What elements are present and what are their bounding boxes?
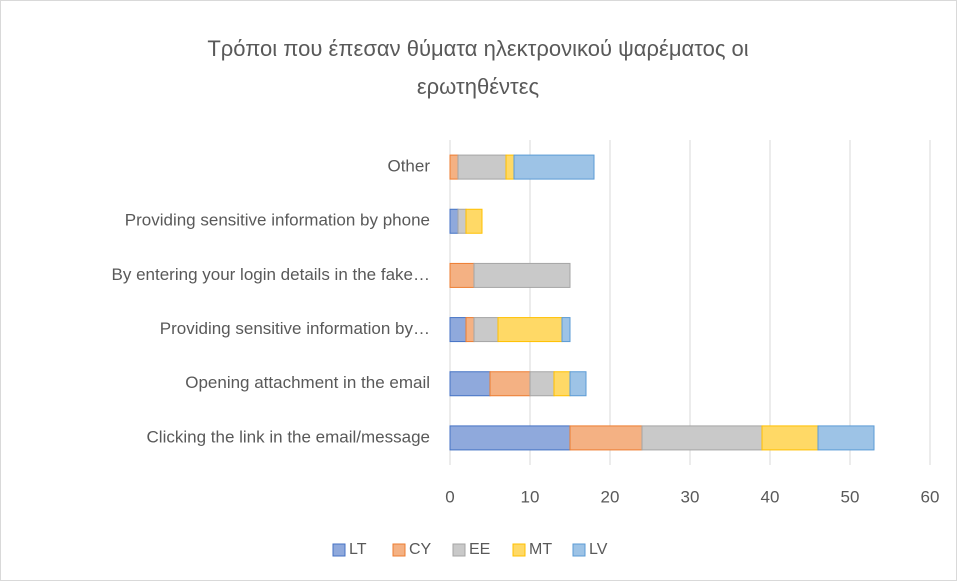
- legend-swatch: [512, 543, 526, 557]
- legend-label: MT: [529, 541, 552, 558]
- bar-segment: [473, 262, 571, 288]
- bar-segment: [553, 371, 571, 397]
- bar-segment: [569, 425, 643, 451]
- bar-segment: [561, 317, 571, 343]
- bar-segment: [489, 371, 531, 397]
- x-tick-label: 0: [445, 487, 454, 506]
- legend-label: LT: [349, 541, 367, 558]
- bar-segment: [505, 154, 515, 180]
- x-tick-label: 60: [921, 487, 940, 506]
- bar-segment: [761, 425, 819, 451]
- y-tick-label: Opening attachment in the email: [185, 373, 430, 392]
- bar-segment: [817, 425, 875, 451]
- chart-title: ερωτηθέντες: [417, 74, 539, 99]
- x-tick-label: 20: [601, 487, 620, 506]
- bar-segment: [449, 425, 571, 451]
- bar-segment: [569, 371, 587, 397]
- bar-segment: [449, 154, 459, 180]
- bar-segment: [529, 371, 555, 397]
- bar-segment: [457, 154, 507, 180]
- y-tick-label: Providing sensitive information by phone: [125, 211, 430, 230]
- chart-title: Τρόποι που έπεσαν θύματα ηλεκτρονικού ψα…: [207, 36, 748, 61]
- y-tick-label: Other: [387, 157, 430, 176]
- legend-label: CY: [409, 541, 432, 558]
- bar-segment: [497, 317, 563, 343]
- y-tick-label: By entering your login details in the fa…: [112, 265, 430, 284]
- bar-segment: [449, 371, 491, 397]
- bar-segment: [457, 208, 467, 234]
- legend-label: EE: [469, 541, 490, 558]
- x-tick-label: 10: [521, 487, 540, 506]
- bar-segment: [449, 262, 475, 288]
- y-tick-label: Providing sensitive information by…: [160, 319, 430, 338]
- bar-segment: [513, 154, 595, 180]
- x-tick-label: 30: [681, 487, 700, 506]
- bar-segment: [449, 208, 459, 234]
- bar-segment: [473, 317, 499, 343]
- legend-swatch: [452, 543, 466, 557]
- legend-label: LV: [589, 541, 608, 558]
- bar-segment: [465, 208, 483, 234]
- legend-swatch: [572, 543, 586, 557]
- bar-segment: [465, 317, 475, 343]
- legend-swatch: [392, 543, 406, 557]
- bar-segment: [449, 317, 467, 343]
- x-tick-label: 40: [761, 487, 780, 506]
- y-tick-label: Clicking the link in the email/message: [147, 427, 430, 446]
- bar-segment: [641, 425, 763, 451]
- legend-swatch: [332, 543, 346, 557]
- x-tick-label: 50: [841, 487, 860, 506]
